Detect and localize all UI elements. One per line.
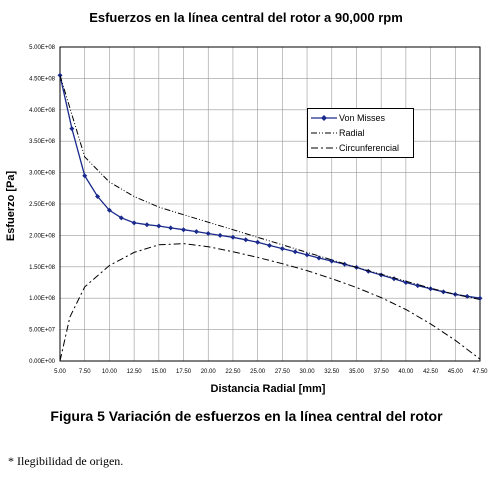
y-tick-label: 1.00E+08: [29, 296, 56, 302]
x-tick-label: 22.50: [225, 369, 241, 375]
y-tick-label: 0.00E+00: [29, 359, 56, 365]
data-point-marker: [95, 193, 101, 199]
x-tick-label: 30.00: [300, 369, 316, 375]
data-point-marker: [156, 223, 162, 229]
x-tick-label: 35.00: [349, 369, 365, 375]
legend-item-radial: Radial: [308, 126, 413, 140]
x-tick-label: 25.00: [250, 369, 266, 375]
x-tick-label: 42.50: [423, 369, 439, 375]
data-point-marker: [477, 295, 483, 301]
data-point-marker: [217, 232, 223, 238]
chart-title: Esfuerzos en la línea central del rotor …: [89, 10, 403, 25]
data-point-marker: [205, 231, 211, 237]
legend: Von Misses Radial Circunferencial: [307, 108, 414, 158]
legend-item-circunferencial: Circunferencial: [308, 141, 413, 155]
data-point-marker: [57, 72, 63, 78]
x-tick-label: 37.50: [374, 369, 390, 375]
y-tick-label: 2.50E+08: [29, 202, 56, 208]
y-tick-label: 1.50E+08: [29, 265, 56, 271]
data-point-marker: [193, 229, 199, 235]
y-tick-label: 5.00E+07: [29, 328, 56, 334]
x-tick-label: 40.00: [398, 369, 414, 375]
x-tick-label: 20.00: [201, 369, 217, 375]
data-point-marker: [292, 249, 298, 255]
series-line-radial: [59, 75, 481, 300]
footnote: * Ilegibilidad de origen.: [8, 454, 124, 468]
data-point-marker: [69, 126, 75, 132]
legend-label-radial: Radial: [339, 128, 365, 138]
data-point-marker: [168, 225, 174, 231]
data-point-marker: [316, 255, 322, 261]
data-point-marker: [106, 207, 112, 213]
data-point-marker: [403, 280, 409, 285]
data-point-marker: [452, 291, 458, 297]
y-tick-label: 5.00E+08: [29, 45, 56, 51]
legend-swatch-circunferencial: [311, 147, 337, 149]
data-point-marker: [144, 222, 150, 228]
y-axis-label: Esfuerzo [Pa]: [5, 171, 17, 242]
y-tick-label: 3.50E+08: [29, 139, 56, 145]
data-point-marker: [304, 252, 310, 258]
data-point-marker: [279, 246, 285, 252]
data-point-marker: [255, 239, 261, 245]
x-tick-label: 32.50: [324, 369, 340, 375]
data-point-marker: [415, 283, 421, 289]
legend-label-circunferencial: Circunferencial: [339, 143, 400, 153]
x-tick-label: 17.50: [176, 369, 192, 375]
legend-label-von-misses: Von Misses: [339, 113, 386, 123]
tick-labels: 5.00 7.50 10.00 12.50 15.00 17.50 20.00 22.50 25…: [29, 45, 488, 375]
x-tick-label: 47.50: [472, 369, 488, 375]
data-point-marker: [181, 227, 187, 233]
y-tick-label: 4.50E+08: [29, 76, 56, 82]
x-tick-label: 27.50: [275, 369, 291, 375]
x-tick-label: 15.00: [151, 369, 167, 375]
plot-area: [59, 46, 481, 362]
data-point-marker: [230, 234, 236, 240]
x-tick-label: 45.00: [448, 369, 464, 375]
series-line-circunferencial: [59, 243, 481, 362]
legend-swatch-von-misses: [311, 115, 337, 121]
data-point-marker: [118, 215, 124, 221]
plot-grid: [59, 46, 481, 362]
x-tick-label: 5.00: [54, 369, 66, 375]
y-tick-label: 2.00E+08: [29, 233, 56, 239]
data-point-marker: [82, 173, 88, 179]
figure-caption: Figura 5 Variación de esfuerzos en la lí…: [50, 408, 443, 424]
x-tick-label: 10.00: [102, 369, 118, 375]
series-layer: [57, 72, 483, 362]
x-tick-label: 7.50: [79, 369, 91, 375]
legend-swatch-radial: [311, 132, 337, 134]
data-point-marker: [131, 220, 137, 226]
data-point-marker: [243, 237, 249, 243]
data-point-marker: [267, 242, 273, 248]
y-tick-label: 3.00E+08: [29, 171, 56, 177]
series-line-von-misses: [59, 75, 481, 299]
chart: Esfuerzos en la línea central del rotor …: [5, 10, 488, 395]
x-axis-label: Distancia Radial [mm]: [211, 383, 326, 395]
data-point-marker: [428, 286, 434, 292]
legend-item-von-misses: Von Misses: [308, 111, 413, 125]
y-tick-label: 4.00E+08: [29, 108, 56, 114]
x-tick-label: 12.50: [127, 369, 143, 375]
